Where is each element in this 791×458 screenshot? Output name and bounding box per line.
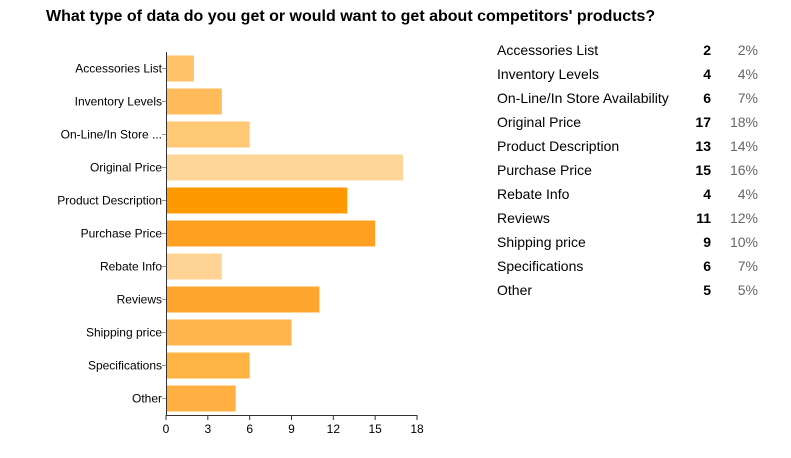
- summary-row: Inventory Levels 4 4%: [497, 62, 758, 86]
- summary-percent: 12%: [729, 210, 758, 226]
- summary-count: 6: [703, 90, 711, 106]
- summary-table: Accessories List 2 2% Inventory Levels 4 4% On…: [497, 38, 758, 302]
- summary-count: 9: [703, 234, 711, 250]
- summary-count: 5: [703, 282, 711, 298]
- bar: [166, 121, 250, 148]
- bar: [166, 253, 222, 280]
- summary-percent: 14%: [729, 138, 758, 154]
- bar: [166, 319, 292, 346]
- summary-label: On-Line/In Store Availability: [497, 90, 669, 106]
- summary-row: Other 5 5%: [497, 278, 758, 302]
- bar: [166, 220, 376, 247]
- summary-row: Original Price 17 18%: [497, 110, 758, 134]
- bar: [166, 187, 348, 214]
- summary-row: Accessories List 2 2%: [497, 38, 758, 62]
- bar: [166, 154, 404, 181]
- category-label: On-Line/In Store ...: [61, 128, 162, 142]
- summary-row: Purchase Price 15 16%: [497, 158, 758, 182]
- x-tick-label: 12: [327, 422, 341, 436]
- summary-label: Product Description: [497, 138, 620, 154]
- bar-chart: Accessories List Inventory Levels On-Line/…: [57, 52, 424, 436]
- category-label: Product Description: [57, 194, 162, 208]
- summary-count: 6: [703, 258, 711, 274]
- summary-percent: 7%: [737, 90, 758, 106]
- summary-percent: 18%: [729, 114, 758, 130]
- summary-percent: 2%: [737, 42, 758, 58]
- x-tick-label: 3: [204, 422, 211, 436]
- summary-row: Shipping price 9 10%: [497, 230, 758, 254]
- summary-label: Original Price: [497, 114, 582, 130]
- x-tick-label: 15: [368, 422, 382, 436]
- category-label: Rebate Info: [100, 260, 162, 274]
- bar: [166, 352, 250, 379]
- x-tick-label: 0: [163, 422, 170, 436]
- summary-percent: 4%: [737, 66, 758, 82]
- summary-count: 4: [703, 66, 711, 82]
- summary-row: On-Line/In Store Availability 6 7%: [497, 86, 758, 110]
- category-label: Purchase Price: [81, 227, 163, 241]
- category-label: Accessories List: [75, 62, 162, 76]
- category-label: Shipping price: [86, 326, 162, 340]
- summary-count: 11: [696, 210, 711, 226]
- bar: [166, 385, 236, 412]
- summary-percent: 7%: [737, 258, 758, 274]
- summary-label: Specifications: [497, 258, 584, 274]
- summary-row: Product Description 13 14%: [497, 134, 758, 158]
- summary-count: 4: [703, 186, 711, 202]
- summary-row: Specifications 6 7%: [497, 254, 758, 278]
- x-tick-label: 9: [288, 422, 295, 436]
- summary-count: 2: [703, 42, 711, 58]
- summary-percent: 16%: [729, 162, 758, 178]
- category-label: Reviews: [117, 293, 162, 307]
- summary-label: Reviews: [497, 210, 550, 226]
- summary-label: Inventory Levels: [497, 66, 599, 82]
- summary-count: 17: [695, 114, 711, 130]
- bar: [166, 286, 320, 313]
- category-label: Inventory Levels: [75, 95, 162, 109]
- summary-count: 15: [695, 162, 711, 178]
- x-tick-label: 6: [246, 422, 253, 436]
- summary-label: Rebate Info: [497, 186, 570, 202]
- chart-title: What type of data do you get or would wa…: [46, 8, 656, 25]
- summary-label: Purchase Price: [497, 162, 592, 178]
- summary-percent: 5%: [737, 282, 758, 298]
- summary-percent: 10%: [729, 234, 758, 250]
- summary-row: Rebate Info 4 4%: [497, 182, 758, 206]
- x-tick-label: 18: [410, 422, 424, 436]
- summary-count: 13: [695, 138, 711, 154]
- summary-label: Shipping price: [497, 234, 586, 250]
- bar: [166, 55, 194, 82]
- summary-label: Accessories List: [497, 42, 599, 58]
- summary-percent: 4%: [737, 186, 758, 202]
- bar: [166, 88, 222, 115]
- category-label: Specifications: [88, 359, 162, 373]
- category-label: Original Price: [90, 161, 162, 175]
- summary-row: Reviews 11 12%: [497, 206, 758, 230]
- summary-label: Other: [497, 282, 533, 298]
- category-label: Other: [132, 392, 162, 406]
